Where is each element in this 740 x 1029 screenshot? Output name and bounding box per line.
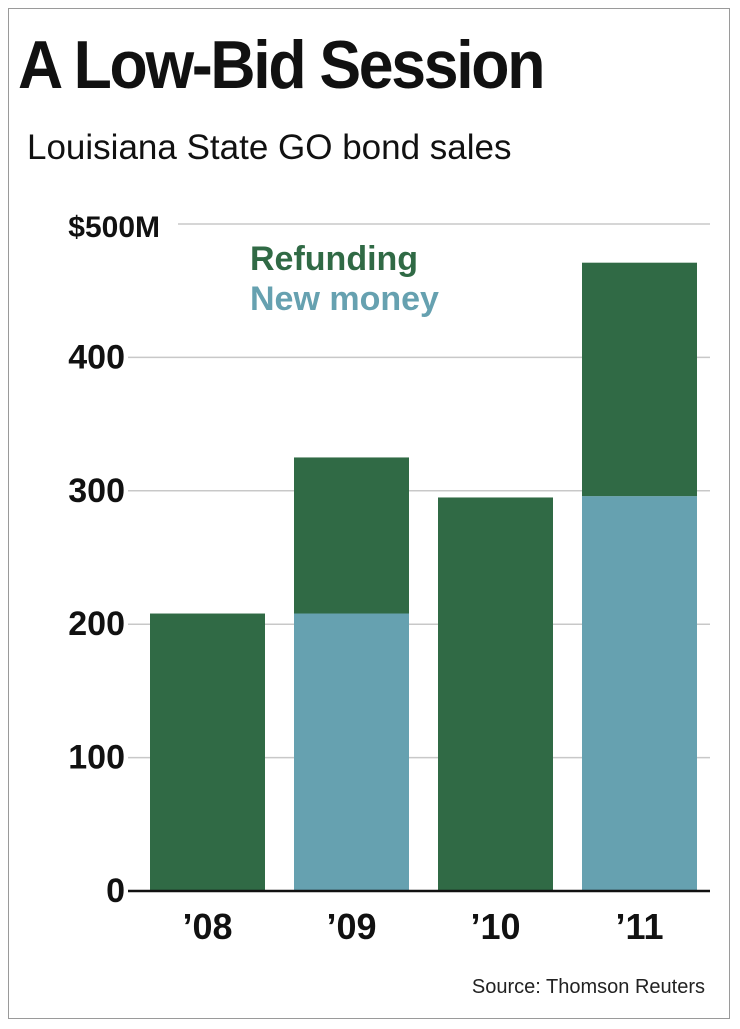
y-tick-label: 100 bbox=[68, 739, 125, 777]
x-tick-label: ’10 bbox=[470, 906, 520, 947]
bar-refunding bbox=[150, 613, 265, 891]
y-tick-label: 0 bbox=[106, 872, 125, 910]
x-tick-labels: ’08 ’09 ’10 ’11 bbox=[182, 906, 663, 947]
bar-new-money bbox=[294, 613, 409, 891]
chart-title: A Low-Bid Session bbox=[18, 27, 545, 103]
bars bbox=[150, 262, 697, 891]
source-note: Source: Thomson Reuters bbox=[471, 976, 705, 998]
bar-refunding bbox=[582, 262, 697, 497]
x-tick-label: ’09 bbox=[326, 906, 376, 947]
y-tick-labels: 0 100 200 300 400 $500M bbox=[68, 211, 160, 910]
bar-new-money bbox=[582, 496, 697, 891]
y-tick-label: 300 bbox=[68, 472, 125, 510]
x-tick-label: ’11 bbox=[615, 906, 663, 947]
chart-subtitle: Louisiana State GO bond sales bbox=[27, 128, 512, 167]
y-tick-label: $500M bbox=[68, 211, 160, 244]
y-tick-label: 200 bbox=[68, 605, 125, 643]
bar-refunding bbox=[438, 497, 553, 891]
y-tick-label: 400 bbox=[68, 338, 125, 376]
legend-item: Refunding bbox=[250, 240, 418, 278]
bar-refunding bbox=[294, 457, 409, 614]
legend-item: New money bbox=[250, 280, 439, 318]
x-tick-label: ’08 bbox=[182, 906, 232, 947]
